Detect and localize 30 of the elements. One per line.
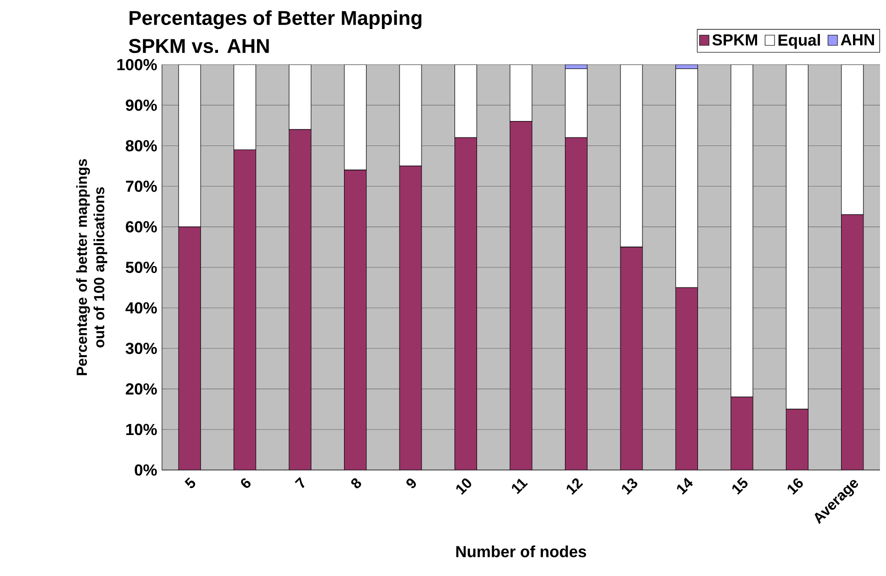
y-tick-label: 60%: [126, 221, 157, 232]
x-tick-label: 7: [294, 477, 304, 488]
y-tick-label: 90%: [126, 100, 157, 111]
x-tick-label: 13: [622, 478, 638, 495]
y-tick-label: 30%: [126, 342, 157, 354]
y-tick-label: 10%: [126, 424, 157, 436]
chart-title: Percentages of Better Mapping: [130, 10, 422, 30]
y-tick-label: 20%: [126, 383, 157, 395]
y-tick-label: 70%: [126, 180, 157, 192]
chart-subtitle: SPKM vs. AHN: [128, 38, 269, 54]
y-tick-label: 40%: [126, 302, 157, 314]
x-tick-label: 14: [677, 478, 693, 495]
x-tick-label: 15: [732, 477, 748, 495]
x-axis-title: Number of nodes: [456, 546, 586, 558]
x-tick-label: 10: [456, 478, 472, 495]
x-tick-label: 9: [406, 478, 416, 488]
y-tick-label: 0%: [134, 464, 157, 476]
legend-label: SPKM: [712, 34, 758, 46]
y-tick-label: 100%: [117, 59, 157, 70]
x-tick-label: 6: [241, 478, 251, 488]
x-tick-label: 8: [351, 478, 362, 488]
legend-label: AHN: [840, 34, 874, 46]
y-tick-label: 80%: [126, 140, 157, 152]
y-tick-label: 50%: [126, 262, 157, 273]
y-axis-title: Percentage of better mappings out of 100 applications: [76, 159, 108, 376]
x-tick-label: 5: [184, 477, 196, 488]
x-tick-label: 16: [788, 478, 803, 495]
x-tick-label: 11: [512, 478, 528, 494]
legend-label: Equal: [778, 34, 820, 49]
x-tick-label: 12: [566, 478, 584, 495]
